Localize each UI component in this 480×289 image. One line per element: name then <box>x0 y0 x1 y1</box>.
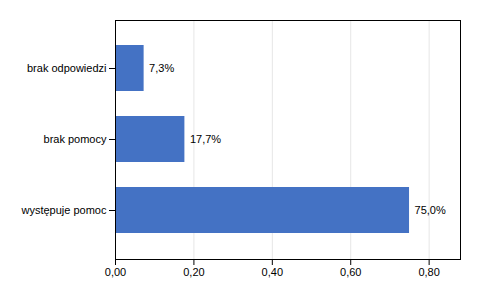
svg-text:0,20: 0,20 <box>183 266 204 278</box>
svg-text:17,7%: 17,7% <box>190 133 221 145</box>
svg-text:brak odpowiedzi: brak odpowiedzi <box>27 62 107 74</box>
svg-text:0,00: 0,00 <box>105 266 126 278</box>
svg-text:0,80: 0,80 <box>418 266 439 278</box>
svg-text:brak pomocy: brak pomocy <box>44 133 107 145</box>
svg-text:0,40: 0,40 <box>262 266 283 278</box>
svg-text:75,0%: 75,0% <box>415 204 446 216</box>
svg-text:0,60: 0,60 <box>340 266 361 278</box>
svg-text:7,3%: 7,3% <box>149 62 174 74</box>
svg-text:występuje pomoc: występuje pomoc <box>21 204 107 216</box>
